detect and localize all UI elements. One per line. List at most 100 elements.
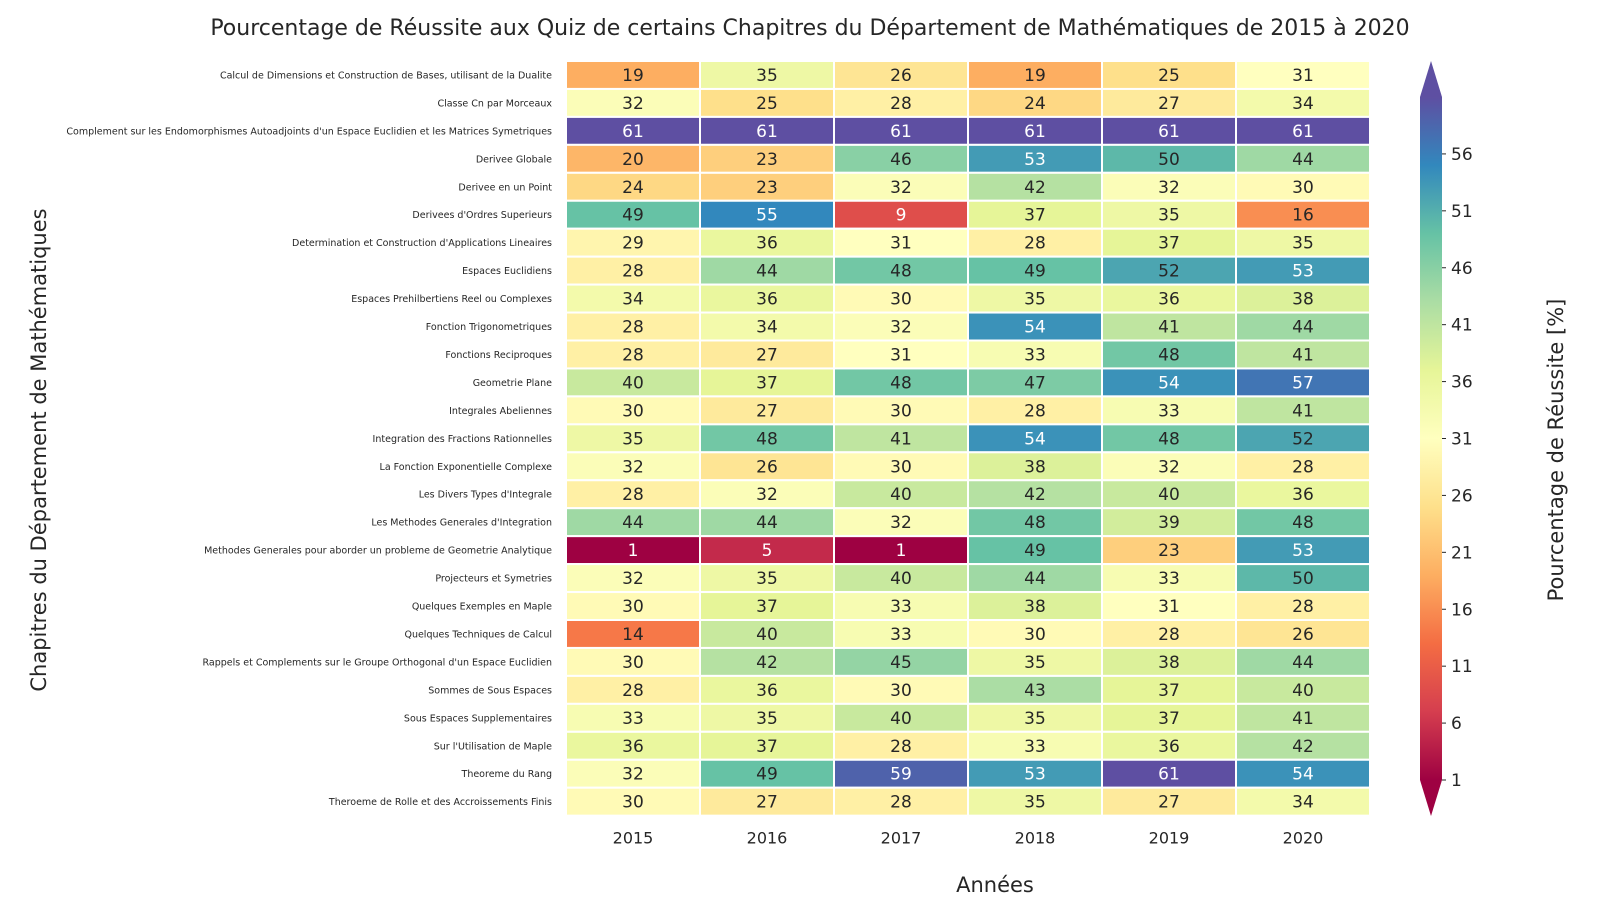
cell-value-label: 23 — [756, 150, 778, 170]
heatmap-cell — [967, 87, 1103, 118]
heatmap-cell — [1235, 367, 1371, 398]
heatmap-cell — [1235, 87, 1371, 118]
y-tick-label: Sommes de Sous Espaces — [428, 685, 552, 696]
cell-value-label: 28 — [622, 681, 644, 701]
colorbar-tick-label: 16 — [1451, 600, 1473, 620]
cell-value-label: 42 — [1292, 737, 1314, 757]
heatmap-cell — [1101, 451, 1237, 482]
cell-value-label: 34 — [1292, 793, 1314, 813]
y-tick-label: Espaces Prehilbertiens Reel ou Complexes — [351, 294, 552, 305]
cell-value-label: 20 — [622, 150, 644, 170]
y-tick-label: Fonctions Reciproques — [445, 350, 552, 361]
heatmap-cell — [833, 507, 969, 538]
heatmap-cell — [833, 451, 969, 482]
cell-value-label: 61 — [622, 122, 644, 142]
y-axis-label: Chapitres du Département de Mathématique… — [27, 208, 51, 691]
heatmap-cell — [699, 646, 835, 677]
cell-value-label: 23 — [756, 178, 778, 198]
cell-value-label: 35 — [756, 569, 778, 589]
cell-value-label: 33 — [1024, 345, 1046, 365]
cell-value-label: 16 — [1292, 206, 1314, 226]
cell-value-label: 37 — [756, 373, 778, 393]
heatmap-cell — [967, 702, 1103, 733]
cell-value-label: 37 — [1158, 681, 1180, 701]
cell-value-label: 41 — [1292, 401, 1314, 421]
cell-value-label: 30 — [622, 653, 644, 673]
cell-value-label: 35 — [1024, 653, 1046, 673]
cell-value-label: 40 — [1158, 485, 1180, 505]
heatmap-cell — [699, 115, 835, 146]
cell-value-label: 44 — [756, 262, 778, 282]
cell-value-label: 54 — [1292, 765, 1314, 785]
heatmap-cell — [1235, 535, 1371, 566]
cell-value-label: 36 — [756, 681, 778, 701]
cell-value-label: 28 — [890, 793, 912, 813]
cell-value-label: 32 — [622, 94, 644, 114]
cell-value-label: 31 — [1292, 66, 1314, 86]
heatmap-cell — [1235, 479, 1371, 510]
heatmap-cell — [967, 423, 1103, 454]
cell-value-label: 19 — [1024, 66, 1046, 86]
heatmap-cell — [1235, 339, 1371, 370]
cell-value-label: 54 — [1158, 373, 1180, 393]
y-tick-label: Quelques Techniques de Calcul — [404, 629, 552, 640]
y-tick-label: Integration des Fractions Rationnelles — [373, 434, 553, 445]
cell-value-label: 52 — [1158, 262, 1180, 282]
cell-value-label: 32 — [890, 513, 912, 533]
cell-value-label: 61 — [890, 122, 912, 142]
cell-value-label: 44 — [756, 513, 778, 533]
cell-value-label: 32 — [1158, 457, 1180, 477]
heatmap-cell — [967, 339, 1103, 370]
heatmap-cell — [565, 702, 701, 733]
cell-value-label: 32 — [622, 569, 644, 589]
heatmap-cell — [699, 619, 835, 649]
y-tick-label: Integrales Abeliennes — [449, 406, 552, 417]
colorbar-tick-label: 26 — [1451, 486, 1473, 506]
heatmap-cell — [1101, 171, 1237, 202]
colorbar-body — [1420, 97, 1442, 780]
cell-value-label: 19 — [622, 66, 644, 86]
colorbar-tick-label: 1 — [1451, 771, 1462, 791]
cell-value-label: 61 — [1158, 122, 1180, 142]
colorbar-extend-min — [1420, 780, 1442, 816]
cell-value-label: 49 — [1024, 541, 1046, 561]
heatmap-cell — [833, 255, 969, 286]
cell-value-label: 48 — [1292, 513, 1314, 533]
cell-value-label: 49 — [1024, 262, 1046, 282]
cell-value-label: 31 — [890, 345, 912, 365]
heatmap-cell — [1101, 758, 1237, 789]
cell-value-label: 27 — [1158, 793, 1180, 813]
cell-value-label: 26 — [1292, 625, 1314, 645]
y-tick-label: Sur l'Utilisation de Maple — [434, 741, 552, 752]
cell-value-label: 25 — [1158, 66, 1180, 86]
colorbar-tick-label: 31 — [1451, 430, 1473, 450]
heatmap-cell — [1235, 423, 1371, 454]
cell-value-label: 28 — [622, 318, 644, 338]
cell-value-label: 52 — [1292, 429, 1314, 449]
heatmap-cell — [1235, 171, 1371, 202]
cell-value-label: 30 — [890, 290, 912, 310]
cell-value-label: 36 — [756, 290, 778, 310]
y-tick-label: Geometrie Plane — [473, 378, 552, 389]
heatmap-cell — [1235, 283, 1371, 314]
cell-value-label: 33 — [1024, 737, 1046, 757]
cell-value-label: 40 — [890, 569, 912, 589]
x-tick-label: 2015 — [613, 829, 654, 848]
x-tick-label: 2019 — [1149, 829, 1190, 848]
cell-value-label: 29 — [622, 234, 644, 254]
heatmap-cell — [1101, 283, 1237, 314]
cell-value-label: 38 — [1024, 597, 1046, 617]
heatmap-cell — [565, 395, 701, 426]
cell-value-label: 55 — [756, 206, 778, 226]
heatmap-cell — [565, 423, 701, 454]
x-tick-label: 2020 — [1283, 829, 1324, 848]
cell-value-label: 35 — [622, 429, 644, 449]
y-tick-label: Theoreme du Rang — [461, 769, 552, 780]
cell-value-label: 27 — [756, 793, 778, 813]
cell-value-label: 35 — [1024, 793, 1046, 813]
cell-value-label: 28 — [890, 94, 912, 114]
y-tick-label: Complement sur les Endomorphismes Autoad… — [66, 126, 552, 137]
